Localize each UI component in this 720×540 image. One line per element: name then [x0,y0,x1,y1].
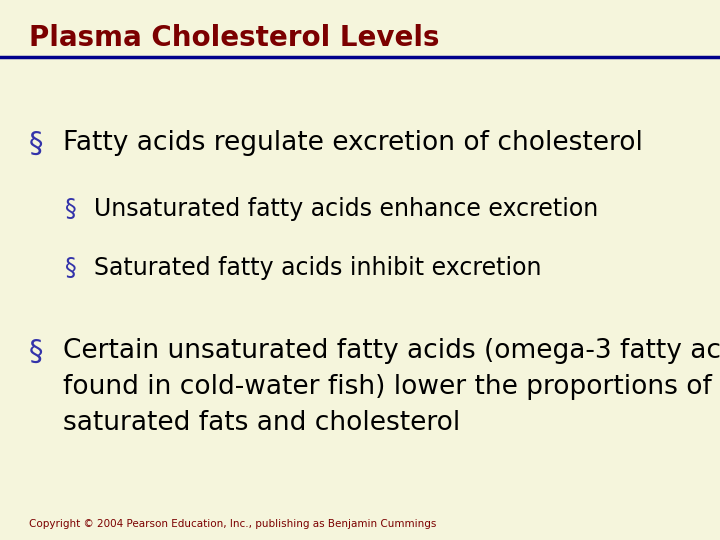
Text: §: § [65,197,76,221]
Text: Certain unsaturated fatty acids (omega-3 fatty acids,
found in cold-water fish) : Certain unsaturated fatty acids (omega-3… [63,338,720,435]
Text: Unsaturated fatty acids enhance excretion: Unsaturated fatty acids enhance excretio… [94,197,598,221]
Text: Copyright © 2004 Pearson Education, Inc., publishing as Benjamin Cummings: Copyright © 2004 Pearson Education, Inc.… [29,519,436,529]
Text: §: § [65,256,76,280]
Text: Fatty acids regulate excretion of cholesterol: Fatty acids regulate excretion of choles… [63,130,642,156]
Text: Plasma Cholesterol Levels: Plasma Cholesterol Levels [29,24,439,52]
Text: §: § [29,338,43,366]
Text: §: § [29,130,43,158]
Text: Saturated fatty acids inhibit excretion: Saturated fatty acids inhibit excretion [94,256,541,280]
